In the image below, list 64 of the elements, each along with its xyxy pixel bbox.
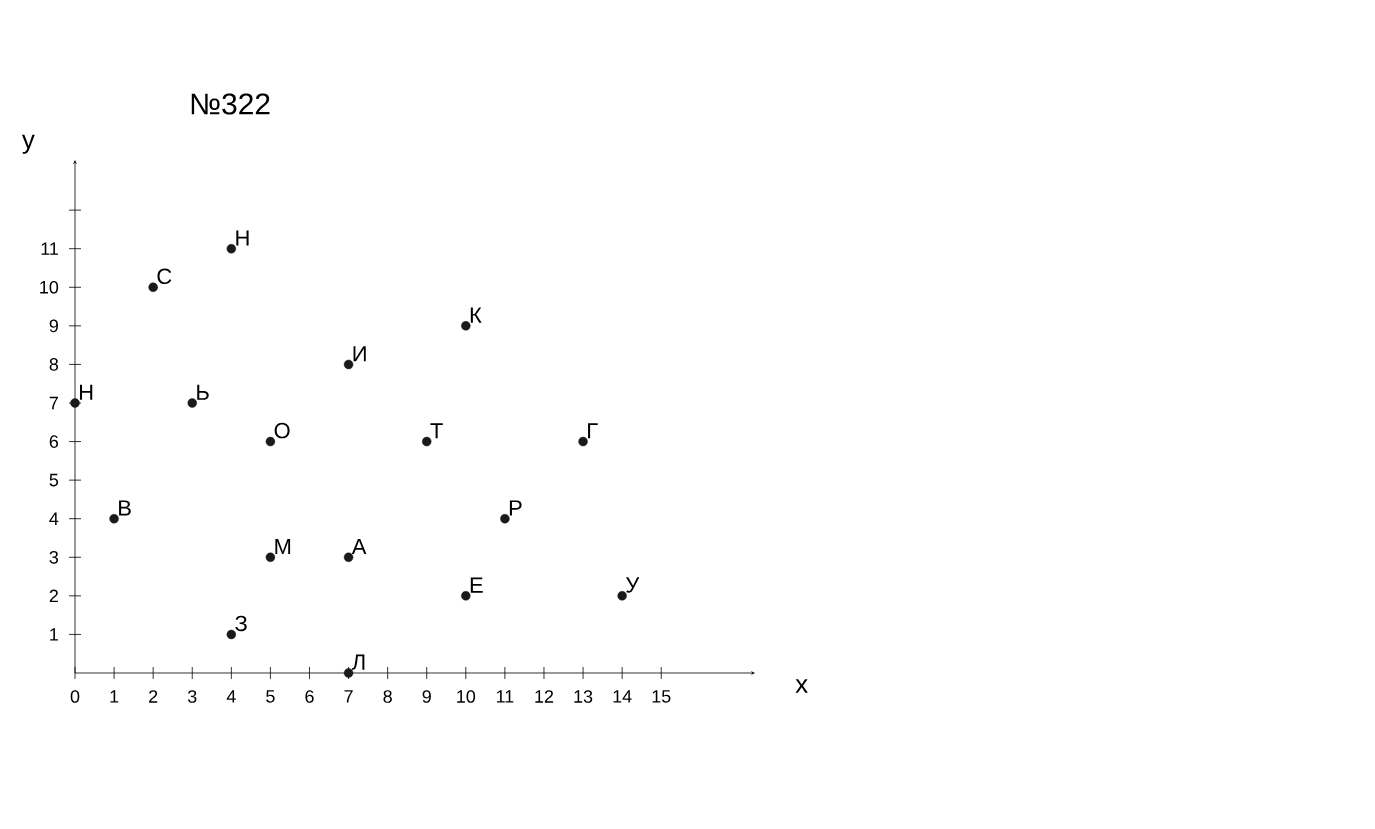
point: [500, 514, 510, 524]
x-tick-label: 2: [149, 690, 158, 703]
point: [265, 552, 276, 562]
y-tick-label: 3: [49, 550, 59, 564]
x-tick-label: 9: [422, 690, 431, 703]
y-tick-label: 7: [49, 396, 58, 410]
point: [226, 629, 237, 640]
y-axis-title: y: [21, 134, 35, 154]
annotation: М: [275, 539, 291, 555]
annotation: Н: [80, 384, 93, 400]
x-tick-label: 15: [652, 690, 671, 703]
point: [343, 359, 354, 370]
y-tick-label: 11: [41, 242, 58, 255]
annotation: Ь: [197, 384, 209, 400]
point: [109, 514, 119, 524]
x-tick-label: 10: [457, 690, 476, 703]
y-tick-label: 6: [49, 435, 59, 448]
x-tick-label: 14: [613, 690, 632, 703]
y-tick-label: 9: [49, 319, 58, 333]
y-tick-label: 8: [49, 358, 59, 371]
annotation: У: [625, 577, 640, 593]
chart-title: №322: [191, 93, 270, 115]
x-tick-label: 1: [110, 690, 119, 703]
point: [461, 591, 471, 601]
point: [422, 436, 432, 447]
y-tick-label: 4: [49, 512, 59, 525]
point: [578, 436, 588, 447]
x-tick-label: 8: [383, 690, 392, 703]
annotation: Р: [509, 500, 522, 516]
annotation: Л: [351, 654, 365, 670]
annotation: А: [351, 539, 367, 555]
x-tick-label: 0: [70, 690, 80, 703]
point: [70, 398, 80, 408]
x-axis-title: x: [795, 679, 808, 693]
annotation: З: [235, 615, 247, 632]
annotation: С: [157, 268, 172, 285]
annotation: О: [274, 422, 290, 439]
point: [617, 591, 627, 601]
point: [265, 436, 276, 447]
y-tick-label: 5: [49, 473, 59, 487]
x-tick-label: 4: [226, 690, 236, 703]
annotation: Г: [588, 423, 598, 439]
annotation: К: [470, 307, 482, 323]
y-tick-label: 1: [50, 628, 58, 641]
point: [343, 552, 354, 562]
point: [461, 321, 471, 331]
x-tick-label: 12: [535, 690, 554, 703]
annotation: В: [119, 500, 131, 516]
annotation: И: [353, 346, 366, 362]
y-tick-label: 2: [49, 589, 58, 603]
point: [226, 244, 237, 254]
annotation: Т: [430, 423, 443, 439]
x-tick-label: 7: [344, 690, 353, 703]
point: [148, 282, 158, 292]
point: [343, 668, 354, 678]
x-tick-label: 6: [305, 690, 314, 703]
x-tick-label: 13: [574, 690, 593, 703]
point: [187, 398, 197, 408]
annotation: Е: [470, 577, 483, 593]
x-tick-label: 5: [266, 690, 275, 703]
x-tick-label: 11: [496, 690, 514, 703]
x-tick-label: 3: [187, 690, 197, 703]
annotation: Н: [236, 230, 249, 246]
y-tick-label: 10: [40, 280, 59, 294]
